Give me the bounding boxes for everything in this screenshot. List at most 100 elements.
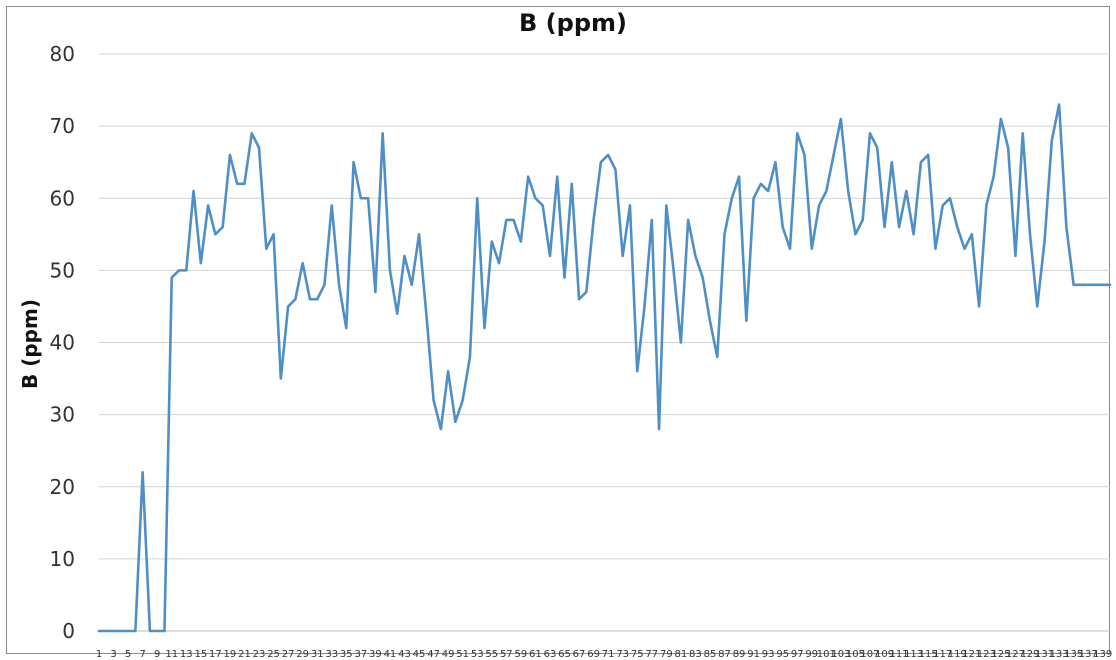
data-point [1109, 283, 1112, 286]
data-point [818, 204, 821, 207]
data-point [505, 218, 508, 221]
data-point [912, 233, 915, 236]
data-point [352, 161, 355, 164]
y-tick-label: 50 [50, 258, 75, 282]
x-tick-label: 113 [904, 649, 923, 660]
x-tick-label: 9 [154, 649, 160, 660]
data-point [323, 283, 326, 286]
data-point [294, 298, 297, 301]
data-point [148, 630, 151, 633]
data-point [868, 132, 871, 135]
x-tick-label: 129 [1020, 649, 1039, 660]
x-tick-label: 57 [500, 649, 513, 660]
data-point [1043, 240, 1046, 243]
data-point [592, 218, 595, 221]
data-point [599, 161, 602, 164]
data-point [1050, 139, 1053, 142]
data-point [679, 341, 682, 344]
data-point [483, 327, 486, 330]
x-tick-label: 35 [340, 649, 353, 660]
data-point [490, 240, 493, 243]
data-point [192, 190, 195, 193]
x-tick-label: 25 [267, 649, 280, 660]
x-tick-label: 37 [354, 649, 367, 660]
x-tick-label: 73 [616, 649, 629, 660]
x-tick-label: 45 [413, 649, 426, 660]
y-tick-label: 40 [50, 331, 75, 355]
series-line [97, 103, 1112, 633]
x-tick-label: 65 [558, 649, 571, 660]
x-tick-label: 47 [427, 649, 440, 660]
gridlines [99, 53, 1110, 632]
data-point [1058, 103, 1061, 106]
data-point [308, 298, 311, 301]
data-point [338, 283, 341, 286]
data-point [1021, 132, 1024, 135]
y-tick-label: 80 [50, 42, 75, 66]
data-point [621, 254, 624, 257]
data-point [454, 420, 457, 423]
x-tick-label: 103 [831, 649, 850, 660]
y-tick-label: 30 [50, 403, 75, 427]
data-point [927, 153, 930, 156]
data-point [163, 630, 166, 633]
data-point [112, 630, 115, 633]
x-tick-label: 91 [747, 649, 760, 660]
data-point [919, 161, 922, 164]
x-tick-label: 19 [224, 649, 237, 660]
data-point [716, 355, 719, 358]
data-point [527, 175, 530, 178]
x-tick-label: 105 [846, 649, 865, 660]
data-point [658, 428, 661, 431]
data-point [156, 630, 159, 633]
data-point [439, 428, 442, 431]
data-point [272, 233, 275, 236]
x-tick-label: 87 [718, 649, 731, 660]
data-point [1087, 283, 1090, 286]
data-point [141, 471, 144, 474]
y-axis-label: B (ppm) [18, 299, 42, 389]
data-point [832, 153, 835, 156]
data-point [556, 175, 559, 178]
data-point [447, 370, 450, 373]
data-point [607, 153, 610, 156]
y-tick-label: 70 [50, 114, 75, 138]
x-tick-label: 23 [253, 649, 266, 660]
data-point [425, 312, 428, 315]
data-point [898, 226, 901, 229]
y-tick-label: 0 [62, 619, 75, 643]
x-tick-label: 115 [919, 649, 938, 660]
x-tick-label: 41 [384, 649, 397, 660]
data-point [985, 204, 988, 207]
data-point [759, 182, 762, 185]
x-tick-label: 119 [948, 649, 967, 660]
x-tick-label: 55 [485, 649, 498, 660]
data-point [214, 233, 217, 236]
data-point [810, 247, 813, 250]
x-tick-label: 139 [1093, 649, 1112, 660]
data-point [221, 226, 224, 229]
data-point [1101, 283, 1104, 286]
x-tick-label: 95 [776, 649, 789, 660]
x-tick-label: 133 [1050, 649, 1069, 660]
y-axis-ticks: 0 10 20 30 40 50 60 70 80 [50, 42, 75, 643]
data-point [825, 190, 828, 193]
data-point [948, 197, 951, 200]
x-tick-label: 1 [96, 649, 102, 660]
data-point [774, 161, 777, 164]
data-point [119, 630, 122, 633]
x-tick-label: 63 [544, 649, 557, 660]
x-tick-label: 121 [962, 649, 981, 660]
x-tick-label: 27 [282, 649, 295, 660]
data-point [199, 262, 202, 265]
data-point [992, 175, 995, 178]
data-point [752, 197, 755, 200]
data-point [738, 175, 741, 178]
x-tick-label: 107 [860, 649, 879, 660]
y-tick-label: 60 [50, 186, 75, 210]
data-point [956, 226, 959, 229]
data-point [650, 218, 653, 221]
data-point [781, 226, 784, 229]
data-point [614, 168, 617, 171]
data-point [410, 283, 413, 286]
